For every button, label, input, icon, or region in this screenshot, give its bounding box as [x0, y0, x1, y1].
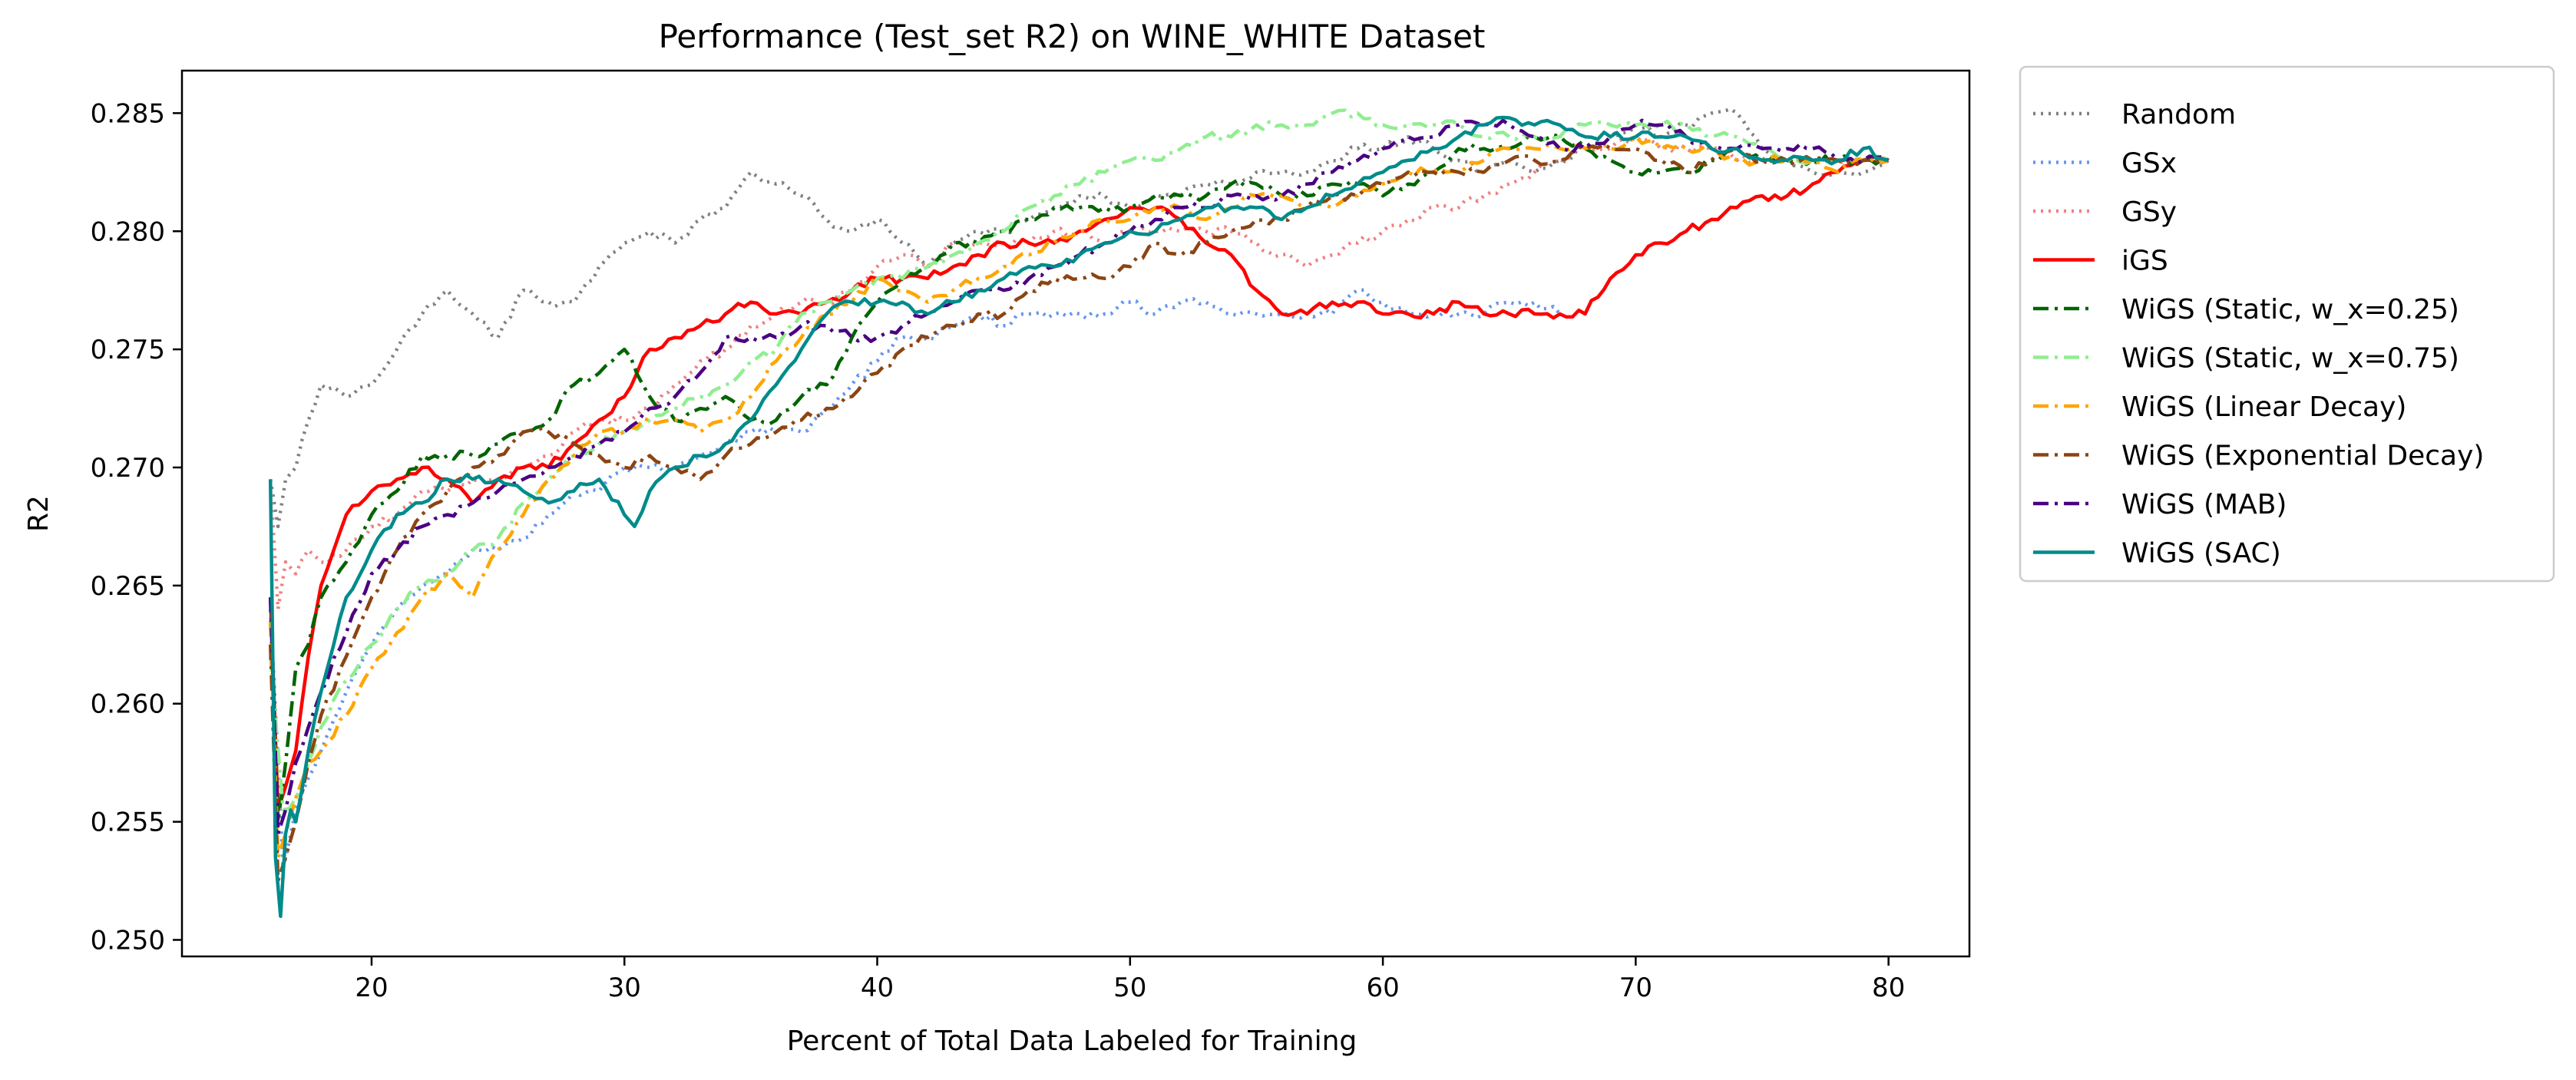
- legend-frame: [2019, 65, 2555, 583]
- y-axis-label: R2: [23, 495, 55, 532]
- x-tick-label: 70: [1619, 973, 1652, 1003]
- chart-title: Performance (Test_set R2) on WINE_WHITE …: [659, 18, 1486, 55]
- x-axis: 20 30 40 50 60 70 80: [355, 956, 1905, 1003]
- series-line-7: [268, 142, 1889, 883]
- x-axis-label: Percent of Total Data Labeled for Traini…: [787, 1026, 1357, 1057]
- legend-label: WiGS (Exponential Decay): [2121, 441, 2484, 472]
- y-tick-label: 0.270: [91, 453, 165, 484]
- legend-label: WiGS (Linear Decay): [2121, 391, 2406, 423]
- legend-label: GSy: [2121, 197, 2177, 228]
- plot-frame: [180, 69, 1971, 958]
- y-tick-label: 0.260: [91, 689, 165, 720]
- legend-label: WiGS (Static, w_x=0.75): [2121, 343, 2459, 375]
- series-line-1: [268, 288, 1562, 871]
- x-tick-label: 50: [1113, 973, 1146, 1003]
- series-line-6: [268, 134, 1890, 860]
- legend-label: Random: [2121, 99, 2236, 130]
- series-line-2: [268, 134, 1890, 611]
- legend-items: Random GSx GSy iGS WiGS (Static, w_x=0.25) Wi…: [2033, 99, 2484, 570]
- plot-series: [268, 107, 1890, 918]
- legend-label: WiGS (MAB): [2121, 489, 2287, 520]
- y-tick-label: 0.285: [91, 98, 165, 129]
- y-tick-label: 0.255: [91, 808, 165, 838]
- x-tick-label: 80: [1872, 973, 1905, 1003]
- y-axis: 0.250 0.255 0.260 0.265 0.270 0.275 0.280 0.285: [91, 98, 182, 956]
- legend-label: iGS: [2121, 246, 2168, 277]
- legend: Random GSx GSy iGS WiGS (Static, w_x=0.25) Wi…: [2019, 65, 2555, 583]
- x-tick-label: 40: [861, 973, 894, 1003]
- legend-label: WiGS (SAC): [2121, 538, 2281, 570]
- y-tick-label: 0.280: [91, 216, 165, 247]
- legend-label: WiGS (Static, w_x=0.25): [2121, 294, 2459, 325]
- y-tick-label: 0.275: [91, 335, 165, 365]
- x-tick-label: 20: [355, 973, 388, 1003]
- y-tick-label: 0.250: [91, 925, 165, 956]
- y-tick-label: 0.265: [91, 571, 165, 602]
- series-line-9: [268, 115, 1890, 918]
- x-tick-label: 60: [1366, 973, 1399, 1003]
- legend-label: GSx: [2121, 148, 2177, 180]
- series-line-5: [268, 108, 1890, 812]
- series-line-4: [268, 133, 1889, 824]
- x-tick-label: 30: [608, 973, 641, 1003]
